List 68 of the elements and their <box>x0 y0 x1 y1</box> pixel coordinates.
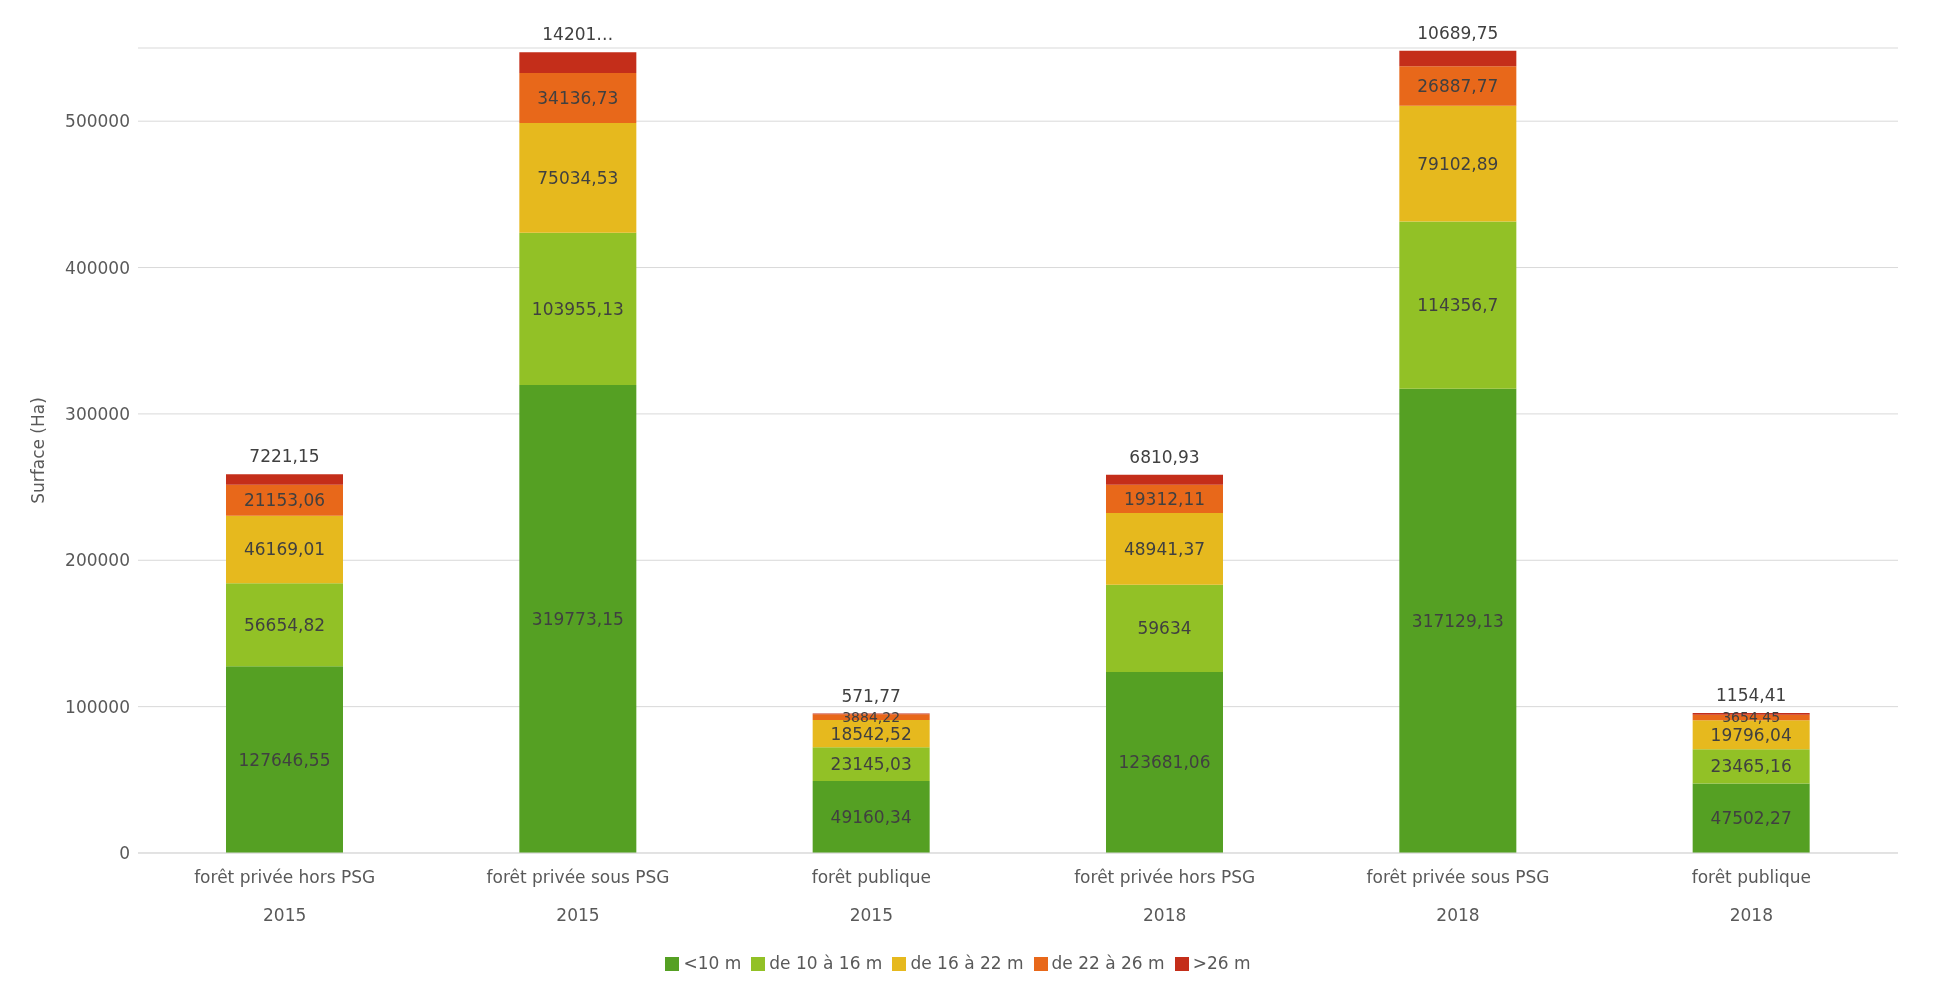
bar <box>519 232 637 385</box>
data-label: 10689,75 <box>1417 22 1499 43</box>
data-label: 21153,06 <box>243 490 326 511</box>
data-label: 123681,06 <box>1118 752 1211 773</box>
data-label: 19312,11 <box>1123 488 1206 509</box>
data-label: 46169,01 <box>243 539 326 560</box>
data-label: 18542,52 <box>830 723 912 744</box>
legend-label: de 22 à 26 m <box>1051 953 1165 973</box>
bar <box>1106 474 1223 485</box>
data-label: 26887,77 <box>1417 76 1499 97</box>
data-label: 103955,13 <box>531 298 624 319</box>
bar <box>226 583 343 667</box>
bar <box>1106 513 1223 585</box>
bar <box>1106 671 1223 853</box>
bar <box>519 384 637 853</box>
bar <box>1692 783 1810 853</box>
data-label: 59634 <box>1137 618 1192 639</box>
bar <box>226 515 343 584</box>
legend-label: de 16 à 22 m <box>910 953 1024 973</box>
data-label: 19796,04 <box>1710 724 1792 745</box>
bar <box>519 52 637 74</box>
data-label: 114356,7 <box>1417 295 1499 316</box>
data-label: 23145,03 <box>830 754 912 775</box>
x-tick-label: forêt privée hors PSG 2015 <box>194 867 376 925</box>
y-axis-title: Surface (Ha) <box>28 397 49 504</box>
bar <box>812 781 930 853</box>
bar <box>519 122 637 233</box>
y-tick-label: 200000 <box>65 550 130 571</box>
y-tick-label: 400000 <box>65 257 130 278</box>
legend-label: >26 m <box>1192 953 1251 973</box>
data-label: 319773,15 <box>531 608 624 629</box>
legend-label: <10 m <box>683 953 742 973</box>
x-tick-label: forêt publique 2018 <box>1691 867 1812 925</box>
data-label: 3884,22 <box>842 709 901 726</box>
data-label: 317129,13 <box>1411 610 1504 631</box>
data-label: 47502,27 <box>1710 808 1792 829</box>
bar <box>519 73 637 123</box>
data-label: 34136,73 <box>537 88 619 109</box>
data-label: 127646,55 <box>238 749 331 770</box>
bar <box>1399 105 1517 222</box>
x-tick-label: forêt privée sous PSG 2018 <box>1366 867 1550 925</box>
y-tick-label: 500000 <box>65 111 130 132</box>
bar <box>1399 388 1517 853</box>
x-tick-label: forêt privée hors PSG 2018 <box>1074 867 1256 925</box>
legend-label: de 10 à 16 m <box>769 953 883 973</box>
x-tick-label: forêt privée sous PSG 2015 <box>486 867 670 925</box>
data-label: 7221,15 <box>249 446 320 467</box>
data-label: 56654,82 <box>243 614 326 635</box>
bar <box>1399 50 1517 67</box>
data-label: 75034,53 <box>537 167 619 188</box>
x-tick-label: forêt publique 2015 <box>811 867 932 925</box>
y-tick-label: 100000 <box>65 696 130 717</box>
data-label: 14201… <box>542 24 614 45</box>
data-label: 1154,41 <box>1716 685 1787 706</box>
data-label: 48941,37 <box>1123 538 1206 559</box>
y-tick-label: 0 <box>119 843 130 864</box>
data-label: 49160,34 <box>830 807 912 828</box>
data-label: 79102,89 <box>1417 153 1499 174</box>
bar <box>226 474 343 485</box>
bar <box>1106 584 1223 672</box>
data-label: 6810,93 <box>1129 446 1200 467</box>
bar <box>1399 221 1517 389</box>
y-tick-label: 300000 <box>65 403 130 424</box>
data-label: 571,77 <box>841 685 901 706</box>
data-label: 23465,16 <box>1710 756 1792 777</box>
data-label: 3654,45 <box>1722 709 1781 726</box>
bar <box>1399 66 1517 106</box>
bar <box>226 666 343 853</box>
